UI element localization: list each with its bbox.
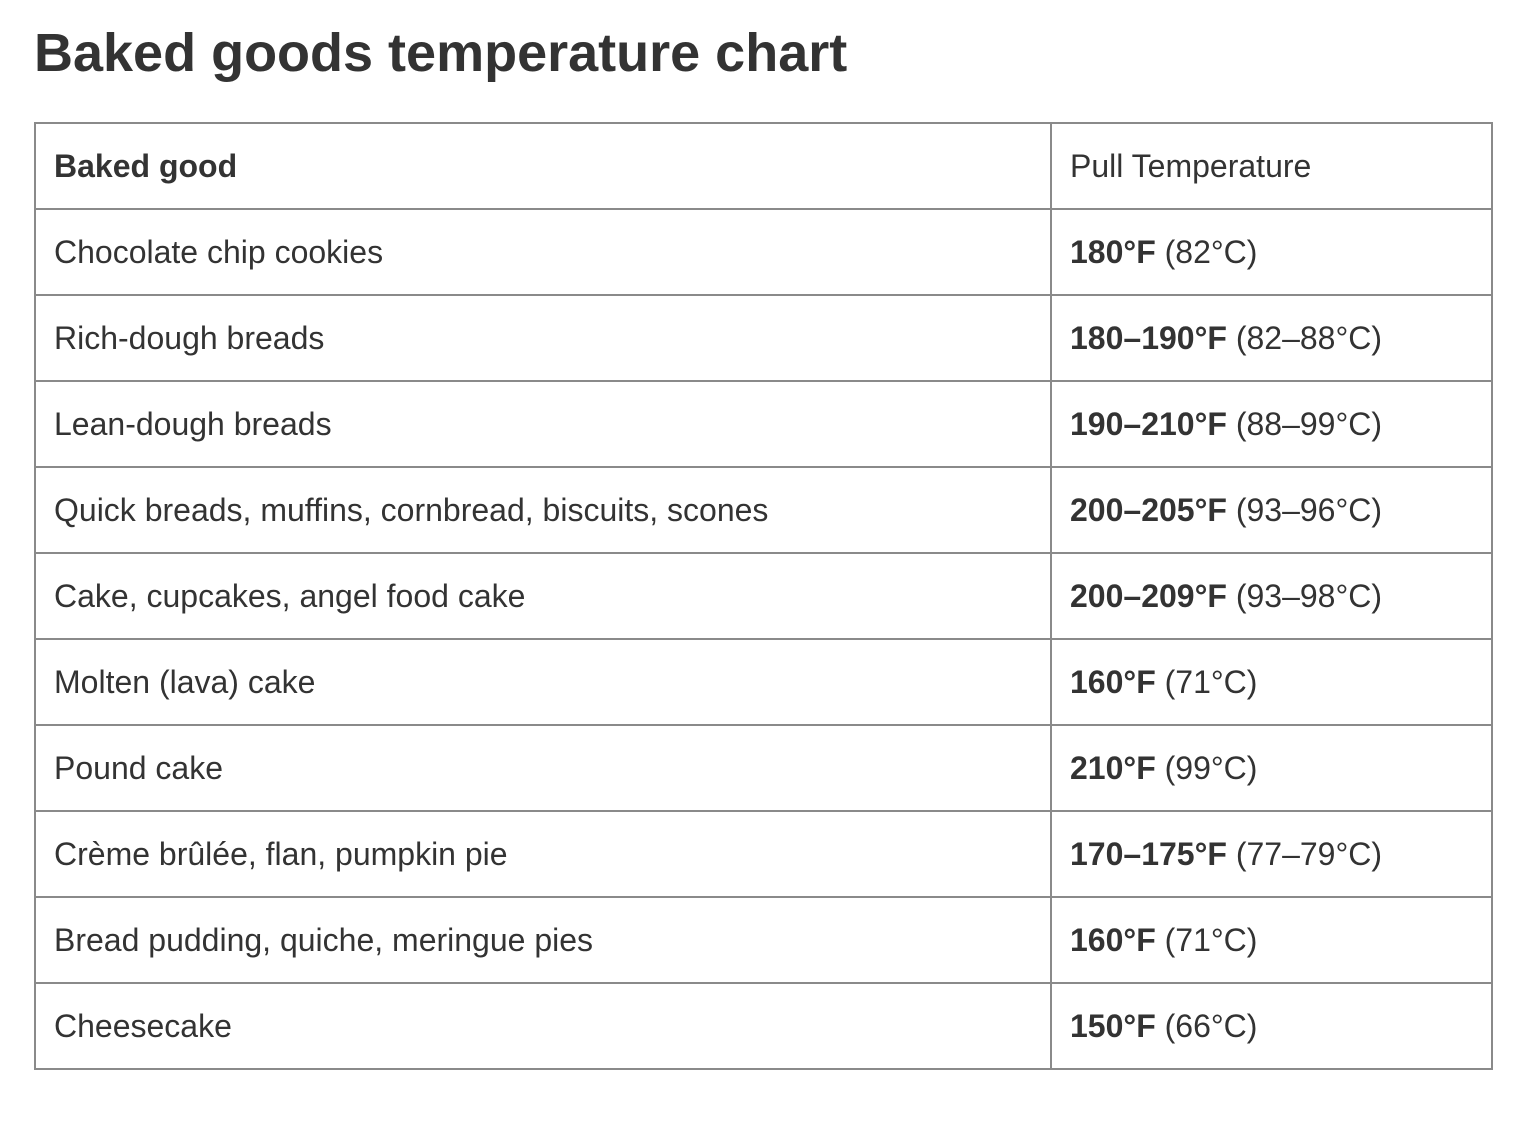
temperature-c: (88–99°C) bbox=[1235, 405, 1383, 442]
baked-good: Bread pudding, quiche, meringue pies bbox=[54, 921, 594, 958]
table-row: Molten (lava) cake 160°F (71°C) bbox=[34, 638, 1493, 726]
table-row: Bread pudding, quiche, meringue pies 160°… bbox=[34, 896, 1493, 984]
header-text: Baked good bbox=[54, 147, 238, 184]
temperature-cell: 180–190°F (82–88°C) bbox=[1050, 294, 1493, 382]
temperature-c: (71°C) bbox=[1164, 663, 1258, 700]
temperature-c: (77–79°C) bbox=[1235, 835, 1383, 872]
table-row: Rich-dough breads 180–190°F (82–88°C) bbox=[34, 294, 1493, 382]
table-row: Cheesecake 150°F (66°C) bbox=[34, 982, 1493, 1070]
baked-good: Lean-dough breads bbox=[54, 405, 332, 442]
temperature-cell: 160°F (71°C) bbox=[1050, 638, 1493, 726]
temperature-c: (93–98°C) bbox=[1235, 577, 1383, 614]
temperature-f: 200–209°F bbox=[1070, 577, 1227, 614]
good-cell: Crème brûlée, flan, pumpkin pie bbox=[34, 810, 1052, 898]
baked-good: Crème brûlée, flan, pumpkin pie bbox=[54, 835, 508, 872]
temperature-cell: 190–210°F (88–99°C) bbox=[1050, 380, 1493, 468]
title: Baked goods temperature chart bbox=[34, 23, 848, 83]
temperature-f: 200–205°F bbox=[1070, 491, 1227, 528]
table-body: Baked good Pull Temperature Chocolate ch… bbox=[34, 122, 1493, 1070]
header-cell: Pull Temperature bbox=[1050, 122, 1493, 210]
temperature-f: 190–210°F bbox=[1070, 405, 1227, 442]
header-cell: Baked good bbox=[34, 122, 1052, 210]
temperature-f: 210°F bbox=[1070, 749, 1156, 786]
temperature-cell: 200–205°F (93–96°C) bbox=[1050, 466, 1493, 554]
good-cell: Pound cake bbox=[34, 724, 1052, 812]
temperature-table: Baked good Pull Temperature Chocolate ch… bbox=[34, 122, 1493, 1070]
good-cell: Rich-dough breads bbox=[34, 294, 1052, 382]
temperature-c: (66°C) bbox=[1164, 1007, 1258, 1044]
table-row: Lean-dough breads 190–210°F (88–99°C) bbox=[34, 380, 1493, 468]
baked-good: Quick breads, muffins, cornbread, biscui… bbox=[54, 491, 769, 528]
temperature-cell: 160°F (71°C) bbox=[1050, 896, 1493, 984]
header-row: Baked good Pull Temperature bbox=[34, 122, 1493, 210]
temperature-c: (82–88°C) bbox=[1235, 319, 1383, 356]
temperature-c: (93–96°C) bbox=[1235, 491, 1383, 528]
temperature-c: (71°C) bbox=[1164, 921, 1258, 958]
good-cell: Lean-dough breads bbox=[34, 380, 1052, 468]
good-cell: Cake, cupcakes, angel food cake bbox=[34, 552, 1052, 640]
temperature-cell: 210°F (99°C) bbox=[1050, 724, 1493, 812]
temperature-c: (99°C) bbox=[1164, 749, 1258, 786]
temperature-f: 180°F bbox=[1070, 233, 1156, 270]
good-cell: Quick breads, muffins, cornbread, biscui… bbox=[34, 466, 1052, 554]
table-row: Cake, cupcakes, angel food cake 200–209°F… bbox=[34, 552, 1493, 640]
temperature-f: 170–175°F bbox=[1070, 835, 1227, 872]
temperature-f: 180–190°F bbox=[1070, 319, 1227, 356]
baked-good: Chocolate chip cookies bbox=[54, 233, 384, 270]
temperature-cell: 180°F (82°C) bbox=[1050, 208, 1493, 296]
baked-good: Rich-dough breads bbox=[54, 319, 325, 356]
temperature-c: (82°C) bbox=[1164, 233, 1258, 270]
good-cell: Molten (lava) cake bbox=[34, 638, 1052, 726]
table-row: Crème brûlée, flan, pumpkin pie 170–175°F… bbox=[34, 810, 1493, 898]
baked-good: Cheesecake bbox=[54, 1007, 232, 1044]
temperature-f: 150°F bbox=[1070, 1007, 1156, 1044]
baked-good: Pound cake bbox=[54, 749, 224, 786]
header-text: Pull Temperature bbox=[1070, 147, 1312, 184]
temperature-cell: 200–209°F (93–98°C) bbox=[1050, 552, 1493, 640]
good-cell: Bread pudding, quiche, meringue pies bbox=[34, 896, 1052, 984]
good-cell: Chocolate chip cookies bbox=[34, 208, 1052, 296]
temperature-cell: 170–175°F (77–79°C) bbox=[1050, 810, 1493, 898]
table-row: Chocolate chip cookies 180°F (82°C) bbox=[34, 208, 1493, 296]
baked-good: Molten (lava) cake bbox=[54, 663, 316, 700]
table-row: Quick breads, muffins, cornbread, biscui… bbox=[34, 466, 1493, 554]
good-cell: Cheesecake bbox=[34, 982, 1052, 1070]
baked-good: Cake, cupcakes, angel food cake bbox=[54, 577, 526, 614]
temperature-cell: 150°F (66°C) bbox=[1050, 982, 1493, 1070]
temperature-f: 160°F bbox=[1070, 921, 1156, 958]
table-row: Pound cake 210°F (99°C) bbox=[34, 724, 1493, 812]
temperature-f: 160°F bbox=[1070, 663, 1156, 700]
